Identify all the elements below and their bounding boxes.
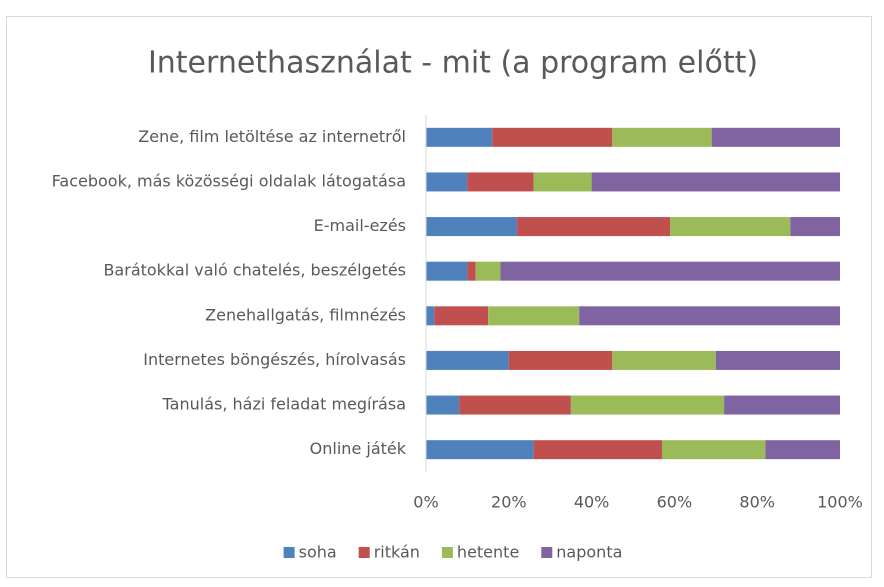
bar-segment — [426, 217, 518, 237]
bar-segment — [492, 127, 613, 147]
bar-segment — [426, 172, 468, 192]
bar-segment — [475, 261, 501, 281]
x-tick-label: 20% — [491, 493, 527, 512]
legend-label: naponta — [556, 543, 622, 562]
y-tick-label: Tanulás, házi feladat megírása — [162, 395, 406, 414]
legend-label: soha — [299, 543, 337, 562]
y-tick-label: Online játék — [310, 439, 407, 458]
bar-segment — [711, 127, 840, 147]
bar-segment — [488, 306, 580, 326]
bar-segment — [612, 127, 712, 147]
bar-segment — [533, 172, 592, 192]
y-tick-label: Zene, film letöltése az internetről — [138, 127, 406, 146]
y-tick-label: Facebook, más közösségi oldalak látogatá… — [52, 171, 406, 190]
legend-swatch — [441, 547, 453, 558]
bar-segment — [612, 350, 716, 370]
legend-swatch — [541, 547, 553, 558]
bar-segment — [579, 306, 840, 326]
bar-segment — [434, 306, 489, 326]
x-tick-label: 0% — [413, 493, 438, 512]
bar-segment — [765, 440, 840, 460]
bar-segment — [426, 306, 435, 326]
bar-segment — [500, 261, 840, 281]
y-tick-label: Internetes böngészés, hírolvasás — [143, 350, 406, 369]
legend-swatch — [283, 547, 295, 558]
y-tick-label: E-mail-ezés — [314, 216, 406, 235]
bar-segment — [591, 172, 840, 192]
bar-segment — [426, 440, 534, 460]
bar-segment — [790, 217, 840, 237]
x-tick-label: 100% — [817, 493, 863, 512]
bar-segment — [426, 395, 460, 415]
bar-segment — [426, 261, 468, 281]
x-tick-label: 40% — [574, 493, 610, 512]
legend-label: hetente — [457, 543, 519, 562]
legend-swatch — [358, 547, 370, 558]
bar-segment — [467, 172, 534, 192]
chart-title: Internethasználat - mit (a program előtt… — [148, 46, 758, 81]
chart-border — [6, 16, 872, 578]
bar-segment — [517, 217, 671, 237]
y-tick-label: Barátokkal való chatelés, beszélgetés — [103, 261, 406, 280]
bar-segment — [459, 395, 571, 415]
bar-segment — [724, 395, 840, 415]
bar-segment — [467, 261, 476, 281]
bar-segment — [570, 395, 725, 415]
bar-segment — [715, 350, 840, 370]
x-tick-label: 80% — [739, 493, 775, 512]
legend-label: ritkán — [374, 543, 420, 562]
y-tick-label: Zenehallgatás, filmnézés — [205, 305, 406, 324]
bar-segment — [670, 217, 791, 237]
x-tick-label: 60% — [657, 493, 693, 512]
bar-segment — [661, 440, 766, 460]
bar-segment — [426, 350, 509, 370]
bar-segment — [508, 350, 613, 370]
bar-segment — [533, 440, 662, 460]
bar-segment — [426, 127, 493, 147]
